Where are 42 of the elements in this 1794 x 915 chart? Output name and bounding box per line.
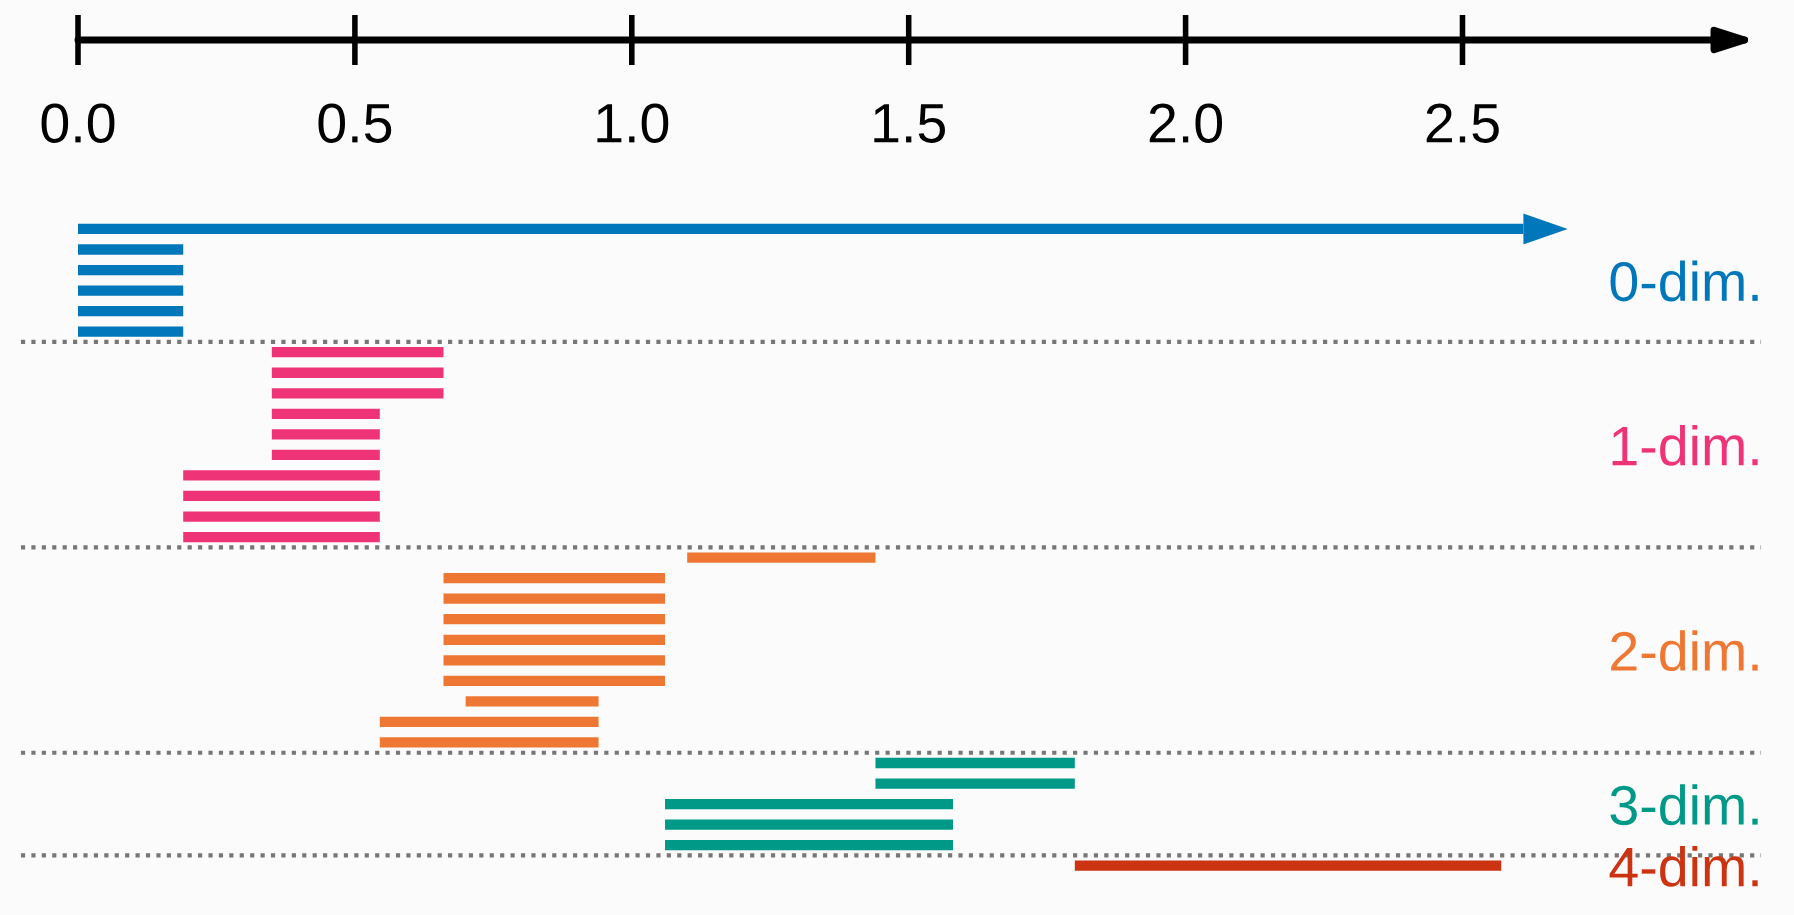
- bar: [271, 449, 380, 461]
- x-tick-label: 0.5: [318, 103, 392, 143]
- bar: [271, 347, 444, 358]
- annotation: 4-dim.: [1609, 845, 1758, 887]
- bar: [78, 264, 184, 276]
- bar: [443, 593, 666, 604]
- bar: [443, 634, 666, 645]
- bar: [183, 470, 380, 481]
- bar: [665, 840, 953, 851]
- bar: [665, 798, 953, 810]
- bar: [271, 367, 444, 378]
- x-tick-label: 1.5: [874, 104, 945, 143]
- bar: [78, 326, 184, 337]
- bar: [379, 716, 599, 728]
- bar: [271, 388, 444, 399]
- bar: [443, 655, 666, 666]
- bar: [443, 614, 666, 625]
- bar: [687, 552, 876, 563]
- x-tick-label: 0.0: [41, 103, 115, 143]
- bar: [183, 511, 380, 522]
- bar: [78, 285, 184, 296]
- bar: [379, 737, 599, 748]
- bar: [183, 531, 380, 543]
- annotation: 3-dim.: [1610, 784, 1758, 826]
- annotation: 1-dim.: [1612, 424, 1758, 466]
- bar: [443, 675, 666, 686]
- x-tick-label: 2.0: [1149, 103, 1223, 143]
- x-tick-label: 1.0: [597, 103, 669, 143]
- bar: [665, 819, 953, 830]
- annotation: 2-dim.: [1611, 630, 1758, 672]
- bar: [1074, 860, 1502, 871]
- bar: [271, 408, 380, 419]
- bar: [875, 757, 1075, 769]
- x-tick-label: 2.5: [1426, 103, 1499, 143]
- bar: [443, 573, 666, 584]
- bar: [183, 490, 380, 502]
- bar: [78, 305, 184, 317]
- annotation: 0-dim.: [1610, 260, 1758, 302]
- bar: [875, 778, 1075, 789]
- bar: [271, 429, 380, 440]
- bar: [78, 244, 184, 255]
- bar: [465, 696, 599, 707]
